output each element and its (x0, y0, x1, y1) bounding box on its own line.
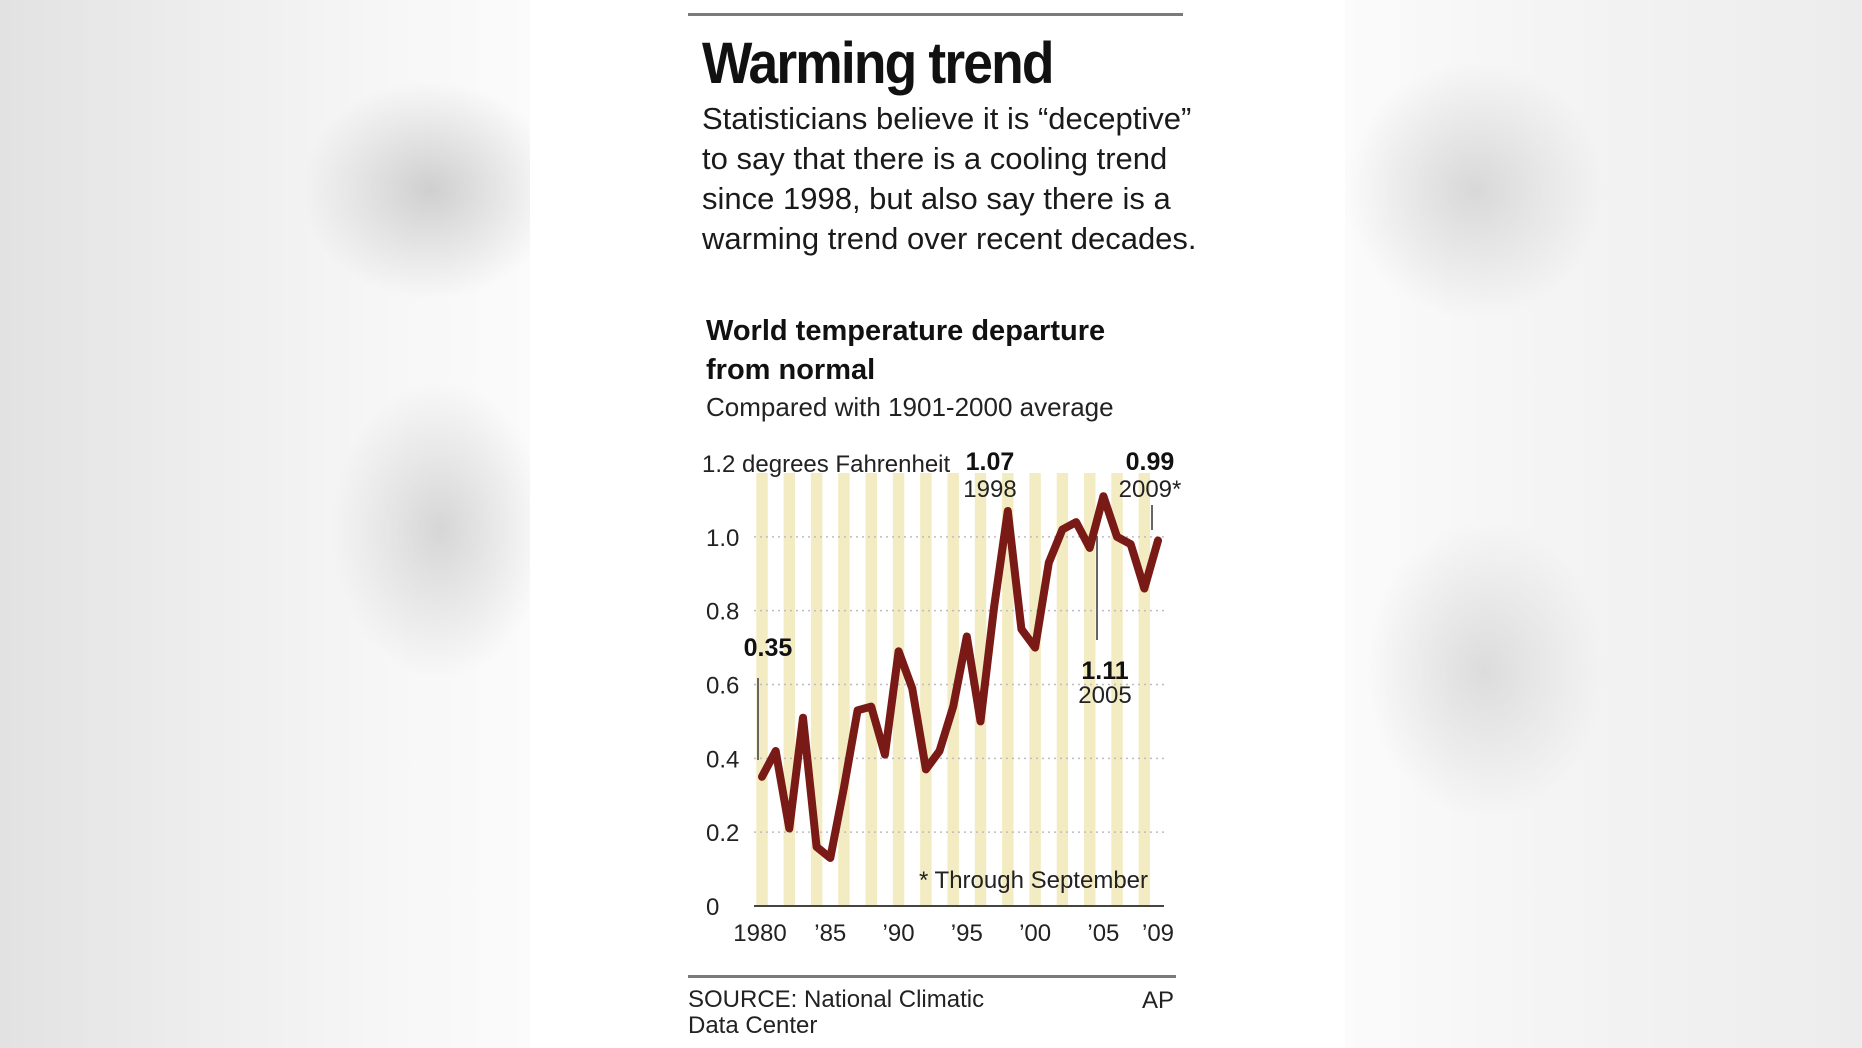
x-tick-label: ’09 (1142, 920, 1174, 947)
year-stripe (756, 473, 768, 906)
y-tick-label: 0.4 (706, 746, 739, 773)
year-stripe (1138, 473, 1151, 906)
footnote-through-september: * Through September (919, 867, 1148, 894)
y-tick-label: 0 (706, 894, 719, 921)
annotation-year: 2005 (1078, 682, 1131, 709)
data-point (895, 647, 903, 655)
data-point (772, 747, 780, 755)
chart-title: World temperature departure from normal (706, 315, 1106, 386)
x-tick-label: 1980 (733, 920, 786, 947)
annotation-year: 2009* (1119, 476, 1182, 503)
x-tick-label: ’00 (1019, 920, 1051, 947)
x-tick-label: ’85 (814, 920, 846, 947)
data-point (1004, 507, 1012, 515)
x-tick-label: ’05 (1087, 920, 1119, 947)
data-point (826, 854, 834, 862)
data-point (990, 603, 998, 611)
data-point (949, 703, 957, 711)
background-smudge (1365, 520, 1605, 820)
y-axis-labels: 0 0.2 0.4 0.6 0.8 1.0 1.2 degrees Fahrenheit (702, 451, 951, 921)
x-tick-label: ’90 (883, 920, 915, 947)
data-point (854, 706, 862, 714)
background-right (1345, 0, 1862, 1048)
data-point (1140, 585, 1148, 593)
temperature-series (758, 492, 1162, 862)
source-credit: SOURCE: National Climatic Data Center (688, 986, 985, 1039)
bottom-rule (688, 975, 1176, 978)
data-point (1099, 492, 1107, 500)
data-point (840, 784, 848, 792)
data-point (922, 765, 930, 773)
data-point (867, 703, 875, 711)
year-stripe (1002, 473, 1014, 906)
annotation-value: 1.07 (966, 448, 1015, 476)
data-point (785, 824, 793, 832)
data-point (1113, 533, 1121, 541)
data-point (758, 773, 766, 781)
annotation-year: 1998 (963, 476, 1016, 503)
year-stripe (1111, 473, 1123, 906)
year-stripe (838, 473, 850, 906)
data-point (1154, 537, 1162, 545)
graphic-panel (530, 0, 1345, 1048)
data-point (1072, 518, 1080, 526)
background-smudge (330, 380, 550, 680)
annotation-value: 0.35 (744, 634, 793, 662)
y-tick-label: 1.2 degrees Fahrenheit (702, 451, 951, 478)
graphic-title: Warming trend (702, 31, 1054, 96)
year-stripe (920, 473, 932, 906)
annotation-leaders (757, 505, 1153, 760)
data-point (1127, 540, 1135, 548)
data-point (908, 684, 916, 692)
y-tick-label: 0.8 (706, 599, 739, 626)
graphic-subtitle: Statisticians believe it is “deceptive” … (702, 101, 1197, 256)
data-point (1045, 559, 1053, 567)
year-stripe (1029, 473, 1041, 906)
data-point (1017, 625, 1025, 633)
year-stripe (1083, 473, 1096, 906)
data-point (799, 714, 807, 722)
background-left (0, 0, 560, 1048)
x-tick-label: ’95 (951, 920, 983, 947)
top-rule (688, 13, 1183, 16)
data-point (1058, 525, 1066, 533)
year-stripe (810, 473, 823, 906)
y-tick-label: 0.2 (706, 820, 739, 847)
annotation-value: 1.11 (1081, 657, 1128, 685)
data-point (963, 633, 971, 641)
annotation-value: 0.99 (1126, 448, 1175, 476)
background-smudge (1345, 60, 1605, 320)
data-point (1031, 644, 1039, 652)
y-tick-label: 0.6 (706, 673, 739, 700)
year-stripe (892, 473, 905, 906)
chart-subtitle: Compared with 1901-2000 average (706, 392, 1114, 422)
data-point (936, 747, 944, 755)
data-point (976, 717, 984, 725)
agency-credit: AP (1142, 987, 1175, 1014)
year-stripe (783, 473, 796, 906)
background-smudge (300, 80, 560, 300)
data-point (813, 843, 821, 851)
data-point (1086, 544, 1094, 552)
x-axis-labels: 1980 ’85 ’90 ’95 ’00 ’05 ’09 (733, 920, 1174, 947)
year-stripe (865, 473, 877, 906)
year-stripe (1056, 473, 1069, 906)
data-point (881, 751, 889, 759)
y-tick-label: 1.0 (706, 525, 739, 552)
